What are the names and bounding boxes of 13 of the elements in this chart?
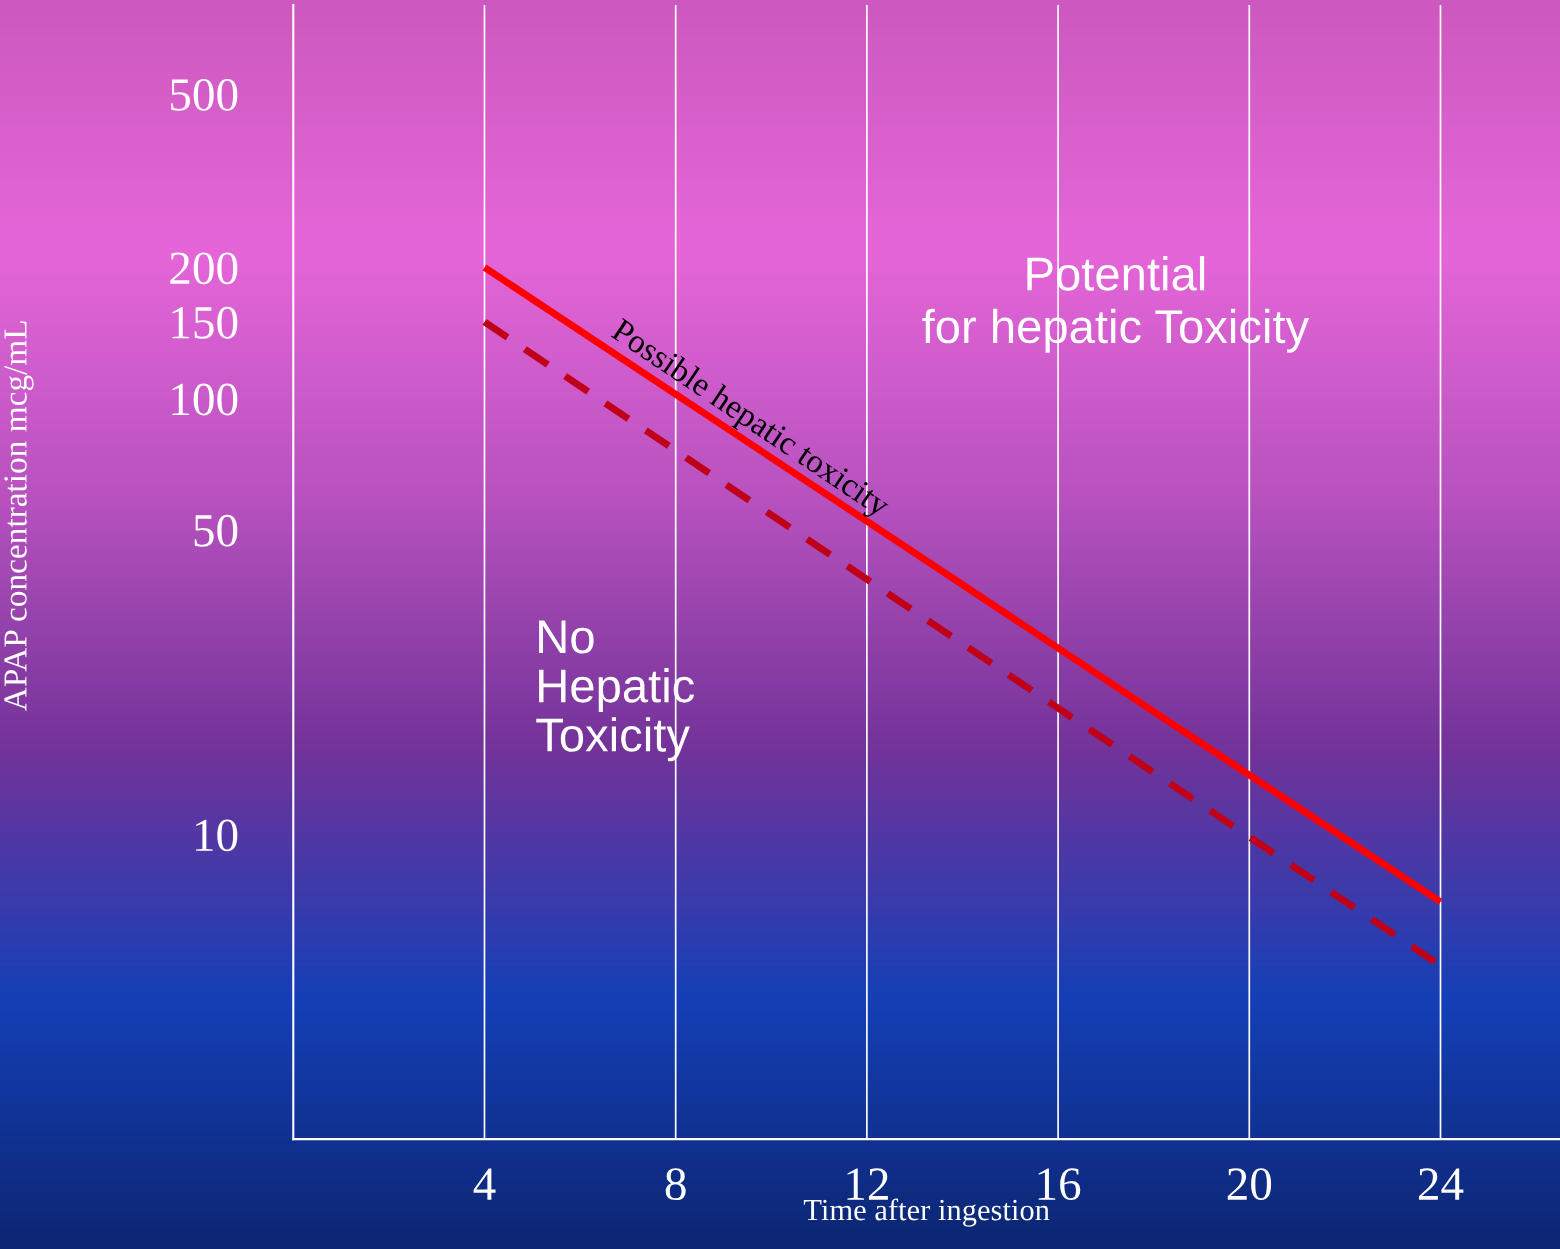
y-axis-title: APAP concentration mcg/mL	[4, 321, 34, 711]
x-tick-label: 8	[665, 1168, 686, 1201]
x-tick-label: 16	[1038, 1168, 1081, 1201]
x-tick-label: 20	[1227, 1168, 1272, 1201]
x-tick-label: 24	[1418, 1168, 1464, 1200]
y-tick-label: 10	[196, 819, 238, 852]
y-tick-label: 100	[172, 383, 238, 416]
x-tick-label: 4	[473, 1168, 496, 1200]
y-tick-label: 500	[171, 78, 238, 111]
y-tick-label: 50	[194, 514, 238, 547]
x-tick-label: 12	[847, 1168, 888, 1200]
y-tick-label: 150	[172, 306, 238, 339]
y-tick-label: 200	[170, 252, 238, 285]
